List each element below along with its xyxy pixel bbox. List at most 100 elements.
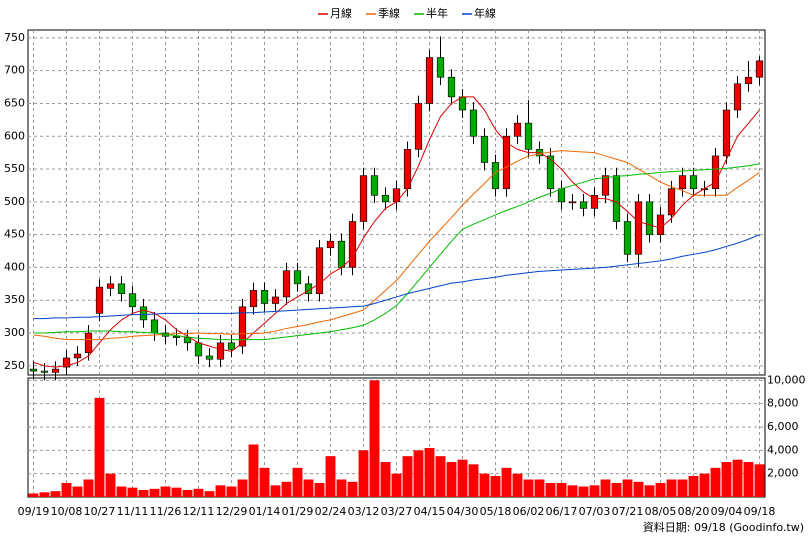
candle-body — [84, 332, 93, 353]
candle-body — [106, 283, 115, 289]
x-tick-label: 04/30 — [447, 505, 479, 518]
volume-bar — [226, 486, 237, 497]
volume-bar — [215, 485, 226, 497]
x-tick-label: 09/04 — [711, 505, 743, 518]
candle-body — [601, 175, 610, 196]
x-tick-label: 05/18 — [480, 505, 512, 518]
legend-label: 月線 — [330, 6, 352, 20]
candle-body — [62, 357, 71, 368]
volume-bar — [424, 448, 435, 497]
candle-body — [568, 201, 577, 204]
volume-bar — [699, 473, 710, 497]
x-tick-label: 09/19 — [18, 505, 50, 518]
candle-body — [238, 306, 247, 347]
volume-bar — [578, 486, 589, 497]
y2-tick-label: 6,000 — [767, 420, 799, 433]
volume-bar — [567, 485, 578, 497]
candle-body — [216, 342, 225, 360]
volume-bar — [116, 486, 127, 497]
volume-bar — [545, 483, 556, 497]
x-tick-label: 08/05 — [645, 505, 677, 518]
volume-bar — [523, 479, 534, 497]
volume-bar — [83, 479, 94, 497]
volume-bar — [39, 492, 50, 497]
candle-body — [95, 286, 104, 314]
volume-bar — [303, 479, 314, 497]
x-tick-label: 07/03 — [579, 505, 611, 518]
volume-bar — [369, 380, 380, 497]
ma-line — [33, 163, 760, 341]
candle-body — [249, 290, 258, 308]
candle-body — [73, 353, 82, 359]
volume-bar — [589, 485, 600, 497]
volume-bar — [435, 456, 446, 497]
volume-bar — [446, 462, 457, 497]
y-tick-label: 700 — [4, 64, 25, 77]
candle-body — [524, 122, 533, 150]
volume-bar — [655, 483, 666, 497]
volume-bar — [666, 479, 677, 497]
volume-bar — [28, 493, 39, 497]
candle-body — [172, 336, 181, 338]
x-tick-label: 08/20 — [678, 505, 710, 518]
x-tick-label: 06/17 — [546, 505, 578, 518]
volume-bar — [391, 473, 402, 497]
candle-body — [469, 109, 478, 137]
x-tick-label: 01/29 — [282, 505, 314, 518]
candle-body — [326, 240, 335, 249]
x-tick-label: 11/11 — [117, 505, 149, 518]
y-tick-label: 450 — [4, 228, 25, 241]
volume-bar — [237, 479, 248, 497]
candle-body — [260, 290, 269, 304]
legend-label: 年線 — [474, 6, 496, 20]
volume-bar — [61, 483, 72, 497]
candle-body — [722, 109, 731, 157]
y-tick-label: 600 — [4, 129, 25, 142]
x-tick-label: 11/26 — [150, 505, 182, 518]
candle-body — [40, 370, 49, 373]
x-tick-label: 04/15 — [414, 505, 446, 518]
y-tick-label: 500 — [4, 195, 25, 208]
volume-bar — [468, 464, 479, 497]
legend-label: 半年 — [426, 6, 448, 20]
candle-body — [480, 135, 489, 163]
y-tick-label: 750 — [4, 31, 25, 44]
volume-bar — [457, 459, 468, 497]
candle-body — [414, 103, 423, 150]
volume-bar — [94, 397, 105, 497]
volume-bar — [413, 450, 424, 497]
volume-bar — [600, 479, 611, 497]
y2-tick-label: 4,000 — [767, 443, 799, 456]
candle-body — [348, 221, 357, 268]
candle-body — [755, 60, 764, 78]
x-tick-label: 09/18 — [744, 505, 776, 518]
volume-bar — [259, 467, 270, 497]
candle-body — [590, 194, 599, 209]
candle-body — [205, 355, 214, 360]
volume-bar — [204, 491, 215, 497]
y-tick-label: 650 — [4, 96, 25, 109]
volume-bar — [512, 473, 523, 497]
candle-body — [425, 57, 434, 104]
volume-bar — [347, 481, 358, 497]
candle-body — [744, 76, 753, 85]
volume-bar — [138, 490, 149, 497]
candle-body — [194, 342, 203, 357]
candle-body — [513, 122, 522, 137]
ma-line — [33, 96, 760, 368]
candle-body — [458, 96, 467, 111]
source-note: 資料日期: 09/18 (Goodinfo.tw) — [643, 520, 804, 534]
legend-label: 季線 — [378, 6, 400, 20]
candle-body — [656, 214, 665, 235]
volume-bar — [743, 462, 754, 497]
volume-bar — [633, 481, 644, 497]
y2-tick-label: 2,000 — [767, 467, 799, 480]
ma-line — [33, 234, 760, 320]
volume-bar — [622, 479, 633, 497]
candle-body — [227, 342, 236, 350]
volume-bar — [105, 473, 116, 497]
candle-body — [502, 135, 511, 190]
ma-line — [33, 150, 760, 341]
volume-bar — [402, 456, 413, 497]
volume-bar — [314, 483, 325, 497]
